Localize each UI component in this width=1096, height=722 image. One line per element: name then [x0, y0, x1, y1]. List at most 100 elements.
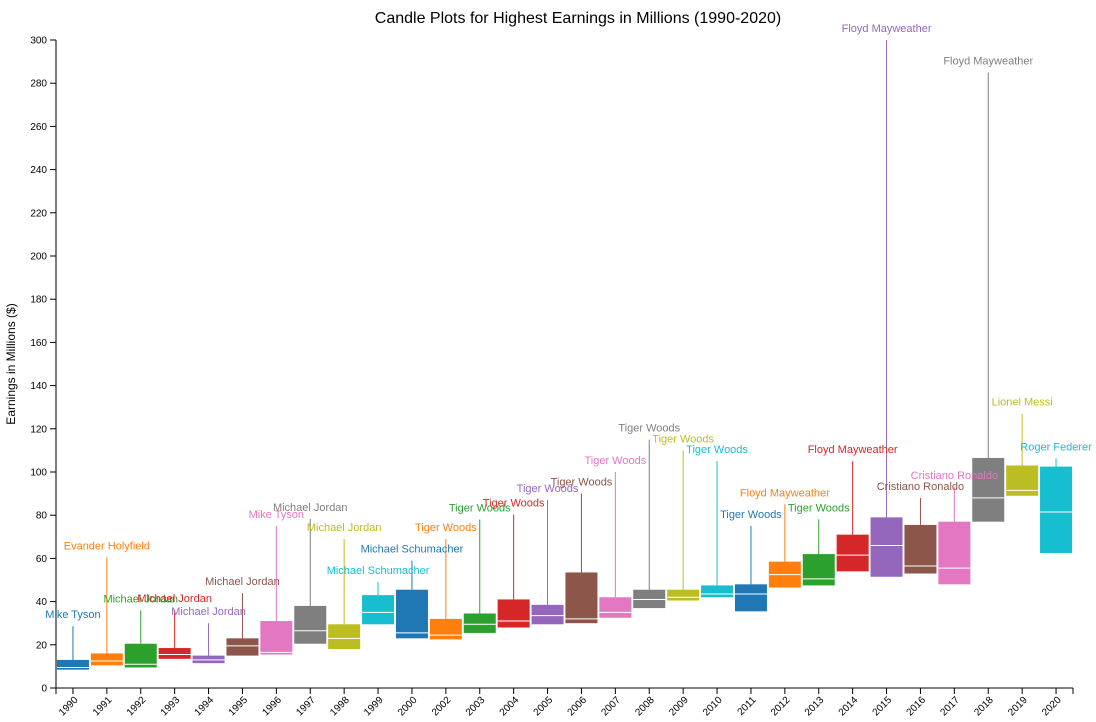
top-earner-label: Cristiano Ronaldo — [877, 481, 964, 493]
candle-body — [734, 584, 767, 612]
candle-body — [701, 585, 734, 598]
x-tick-label: 2000 — [396, 695, 420, 719]
x-tick: 2013 — [803, 688, 827, 718]
top-earner-label: Tiger Woods — [788, 502, 850, 514]
x-tick: 2000 — [396, 688, 420, 718]
x-tick: 2006 — [566, 688, 590, 719]
x-tick: 2019 — [1006, 688, 1030, 718]
top-earner-label: Tiger Woods — [517, 483, 579, 495]
top-earner-label: Cristiano Ronaldo — [911, 470, 998, 482]
top-earner-label: Tiger Woods — [720, 509, 782, 521]
y-axis-label: Earnings in Millions ($) — [4, 303, 18, 424]
y-axis: 0 20 40 60 80 100 120 140 160 180 200 220 240 260 280 3… — [30, 36, 57, 695]
candle-body — [260, 621, 293, 655]
x-tick: 1991 — [91, 688, 115, 718]
x-tick: 2010 — [701, 688, 725, 718]
x-tick: 2020 — [1040, 688, 1064, 718]
candle-2017 — [938, 487, 971, 585]
x-tick: 1996 — [260, 688, 284, 718]
y-tick: 100 — [30, 468, 56, 479]
candle-2008 — [633, 439, 666, 609]
x-tick: 1995 — [227, 688, 250, 718]
y-tick: 260 — [30, 122, 56, 133]
candle-2011 — [734, 526, 767, 612]
candle-body — [972, 457, 1005, 522]
x-tick-label: 1990 — [57, 695, 81, 719]
x-tick-label: 2009 — [667, 695, 691, 719]
y-tick-label: 80 — [36, 511, 48, 522]
x-tick: 2007 — [599, 688, 623, 718]
y-tick: 240 — [30, 165, 56, 176]
y-tick: 160 — [30, 338, 56, 349]
candle-2019 — [1006, 413, 1039, 496]
x-tick: 2004 — [498, 688, 522, 718]
y-tick-label: 240 — [30, 165, 47, 176]
x-tick-label: 2008 — [633, 695, 657, 719]
x-tick: 2011 — [736, 688, 759, 718]
x-tick-label: 2013 — [803, 695, 827, 719]
y-tick-label: 280 — [30, 79, 47, 90]
top-earner-label: Roger Federer — [1020, 441, 1092, 453]
candle-1993 — [158, 610, 191, 659]
candle-2014 — [836, 461, 869, 572]
candles — [56, 40, 1073, 670]
y-tick-label: 0 — [41, 684, 47, 695]
candle-body — [667, 589, 700, 601]
candle-1992 — [124, 610, 157, 668]
y-tick: 80 — [36, 511, 56, 522]
candle-2006 — [565, 493, 598, 624]
top-earner-label: Tiger Woods — [415, 522, 477, 534]
y-tick: 280 — [30, 79, 56, 90]
candle-2018 — [972, 72, 1005, 522]
x-tick: 2018 — [972, 688, 996, 718]
candle-body — [565, 572, 598, 624]
x-tick-label: 1996 — [260, 695, 284, 719]
top-earner-label: Michael Jordan — [137, 593, 212, 605]
top-earner-label: Tiger Woods — [652, 433, 714, 445]
candle-2005 — [531, 500, 564, 625]
candle-body — [802, 554, 835, 586]
top-earner-label: Tiger Woods — [686, 444, 748, 456]
candle-body — [599, 597, 632, 618]
candle-2002 — [429, 538, 462, 640]
top-earner-label: Tiger Woods — [618, 423, 680, 435]
top-earner-label: Mike Tyson — [249, 509, 304, 521]
y-tick-label: 140 — [30, 381, 47, 392]
candle-body — [226, 638, 259, 656]
top-earner-label: Michael Jordan — [171, 606, 246, 618]
candle-body — [124, 643, 157, 668]
candle-body — [56, 659, 89, 670]
x-tick: 1997 — [294, 688, 318, 718]
y-tick-label: 100 — [30, 468, 47, 479]
x-tick-label: 2006 — [566, 695, 590, 719]
y-tick: 180 — [30, 295, 56, 306]
candle-body — [1040, 466, 1073, 553]
y-tick-label: 180 — [30, 295, 47, 306]
y-tick-label: 160 — [30, 338, 47, 349]
candle-body — [633, 589, 666, 609]
x-axis: 1990 1991 1992 1993 1994 1995 1996 1997 1998 1999… — [55, 687, 1074, 719]
candle-body — [1006, 465, 1039, 496]
y-tick: 300 — [30, 36, 56, 47]
top-earner-label: Michael Jordan — [307, 522, 382, 534]
x-tick-label: 1993 — [159, 695, 183, 719]
y-tick-label: 60 — [36, 554, 48, 565]
x-tick: 2002 — [430, 688, 454, 718]
y-tick: 200 — [30, 252, 56, 263]
candle-body — [429, 618, 462, 640]
candle-2013 — [802, 519, 835, 586]
top-earner-label: Floyd Mayweather — [842, 23, 932, 35]
y-tick: 0 — [41, 684, 56, 695]
x-tick-label: 2004 — [498, 695, 522, 719]
x-tick-label: 1997 — [294, 695, 318, 719]
candle-body — [463, 613, 496, 633]
candle-body — [836, 534, 869, 572]
top-earner-label: Tiger Woods — [449, 503, 511, 515]
x-tick-label: 2012 — [769, 695, 793, 719]
annotations: Mike Tyson Evander Holyfield Michael Jorda… — [45, 23, 1092, 621]
x-tick-label: 1992 — [125, 695, 149, 719]
x-tick: 1999 — [362, 688, 386, 718]
x-tick: 2016 — [905, 688, 928, 718]
candle-body — [531, 604, 564, 625]
